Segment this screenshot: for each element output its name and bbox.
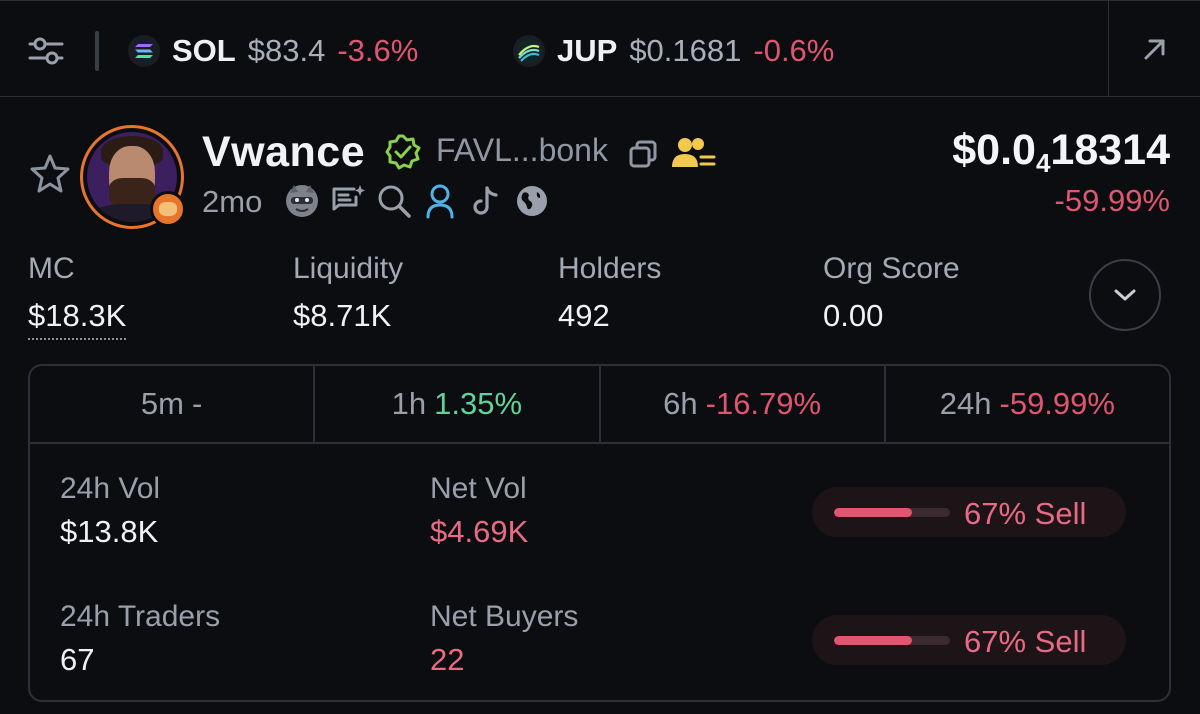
- globe-icon[interactable]: [514, 183, 550, 219]
- stat-mc: MC $18.3K: [28, 252, 127, 340]
- metric-24h-vol: 24h Vol $13.8K: [60, 472, 161, 549]
- stat-value[interactable]: $18.3K: [28, 298, 127, 340]
- stat-label: Holders: [558, 252, 662, 285]
- ticker-symbol: JUP: [557, 33, 618, 68]
- raccoon-icon[interactable]: [284, 183, 320, 219]
- metric-net-buyers: Net Buyers 22: [430, 600, 579, 677]
- tab-6h[interactable]: 6h -16.79%: [601, 366, 886, 442]
- tab-1h[interactable]: 1h 1.35%: [315, 366, 601, 442]
- token-address[interactable]: FAVL...bonk: [436, 132, 608, 168]
- stat-value: 492: [558, 298, 610, 333]
- stat-label: Liquidity: [293, 252, 404, 285]
- community-icon[interactable]: [670, 135, 716, 171]
- chat-icon[interactable]: [330, 183, 366, 219]
- stat-label: MC: [28, 252, 75, 285]
- traders-sell-bar: [834, 636, 950, 645]
- external-link-icon: [1144, 39, 1164, 60]
- stat-holders: Holders 492: [558, 252, 661, 334]
- token-price-change: -59.99%: [1054, 183, 1170, 218]
- tab-5m[interactable]: 5m -: [30, 366, 316, 442]
- vol-sell-ratio: 67% Sell: [812, 487, 1126, 537]
- ticker-item-jup[interactable]: JUP $0.1681 -0.6%: [513, 31, 834, 71]
- stat-org-score: Org Score 0.00: [823, 252, 960, 334]
- copy-icon[interactable]: [627, 138, 659, 170]
- stat-liquidity: Liquidity $8.71K: [293, 252, 403, 334]
- ticker-bar: SOL $83.4 -3.6% JUP $0.1681 -0.6%: [0, 0, 1200, 97]
- token-price: $0.0418314: [952, 126, 1170, 178]
- metric-24h-traders: 24h Traders 67: [60, 600, 221, 677]
- ticker-price: $83.4: [247, 33, 326, 68]
- stat-label: Org Score: [823, 252, 960, 285]
- timeframe-tabs: 5m - 1h 1.35% 6h -16.79% 24h -59.99%: [30, 366, 1169, 444]
- filter-icon[interactable]: [22, 29, 70, 73]
- jupiter-icon: [513, 35, 545, 67]
- token-name: Vwance: [202, 128, 366, 176]
- ticker-price: $0.1681: [629, 33, 742, 68]
- tab-24h[interactable]: 24h -59.99%: [939, 386, 1115, 421]
- traders-sell-ratio: 67% Sell: [812, 615, 1126, 665]
- stat-value: $8.71K: [293, 298, 392, 333]
- user-icon[interactable]: [422, 183, 458, 219]
- verified-icon: [385, 134, 421, 170]
- search-icon[interactable]: [376, 183, 412, 219]
- vol-sell-bar: [834, 508, 950, 517]
- external-link-button[interactable]: [1108, 1, 1200, 97]
- ticker-change: -0.6%: [753, 33, 835, 68]
- launchpad-badge-icon: [150, 191, 186, 227]
- social-links: [284, 181, 550, 221]
- favorite-star-icon[interactable]: [28, 152, 72, 196]
- metric-net-vol: Net Vol $4.69K: [430, 472, 529, 549]
- ticker-change: -3.6%: [337, 33, 419, 68]
- ticker-item-sol[interactable]: SOL $83.4 -3.6%: [128, 31, 418, 71]
- ticker-symbol: SOL: [172, 33, 236, 68]
- solana-icon: [128, 35, 160, 67]
- token-avatar: [80, 125, 184, 229]
- expand-button[interactable]: [1089, 259, 1161, 331]
- tiktok-icon[interactable]: [468, 183, 504, 219]
- timeframe-panel: 5m - 1h 1.35% 6h -16.79% 24h -59.99% 24h Vol…: [28, 364, 1171, 702]
- stat-value: 0.00: [823, 298, 884, 333]
- token-age: 2mo: [202, 184, 263, 219]
- divider: [95, 31, 99, 71]
- chevron-down-icon: [1114, 289, 1136, 301]
